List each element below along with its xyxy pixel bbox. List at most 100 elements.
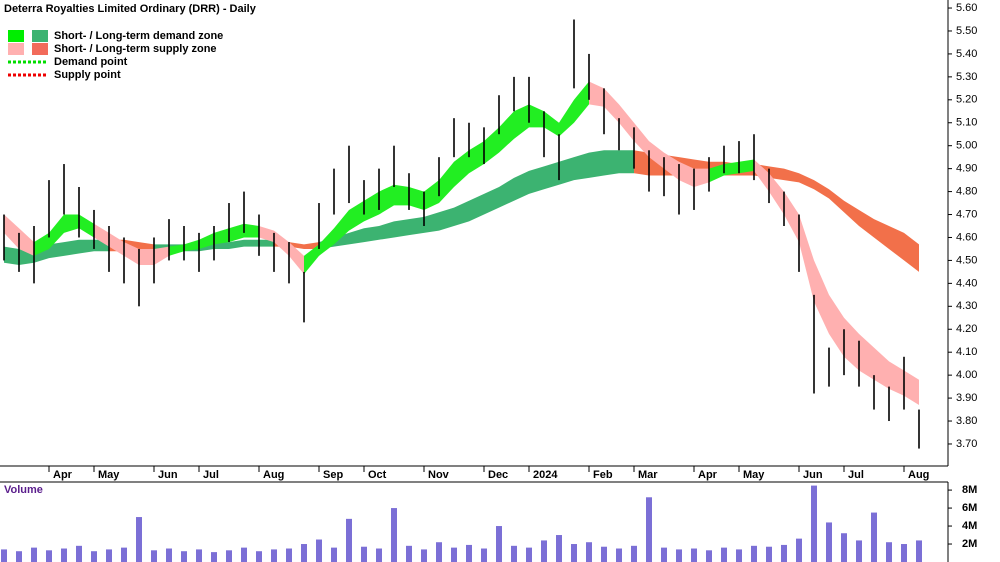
x-tick-label: Aug bbox=[908, 469, 929, 481]
volume-bar bbox=[496, 526, 502, 562]
volume-bar bbox=[301, 544, 307, 562]
chart-title: Deterra Royalties Limited Ordinary (DRR)… bbox=[4, 3, 257, 15]
volume-bar bbox=[541, 540, 547, 562]
volume-bar bbox=[91, 551, 97, 562]
volume-bar bbox=[361, 546, 367, 562]
y-tick-label: 4.10 bbox=[956, 346, 977, 358]
volume-bar bbox=[1, 549, 7, 562]
y-tick-label: 3.90 bbox=[956, 392, 977, 404]
y-tick-label: 4.50 bbox=[956, 254, 977, 266]
volume-bar bbox=[736, 549, 742, 562]
y-tick-label: 5.20 bbox=[956, 94, 977, 106]
volume-bar bbox=[61, 548, 67, 562]
volume-bar bbox=[406, 545, 412, 562]
x-tick-label: Jun bbox=[158, 469, 178, 481]
volume-bar bbox=[451, 547, 457, 562]
volume-bar bbox=[706, 550, 712, 562]
legend-swatch bbox=[8, 43, 24, 55]
x-tick-label: Jul bbox=[203, 469, 219, 481]
volume-bar bbox=[391, 508, 397, 562]
volume-bar bbox=[511, 545, 517, 562]
volume-bar bbox=[841, 533, 847, 562]
volume-bar bbox=[466, 544, 472, 562]
volume-bar bbox=[781, 544, 787, 562]
volume-bar bbox=[196, 549, 202, 562]
y-tick-label: 4.70 bbox=[956, 208, 977, 220]
y-tick-label: 5.00 bbox=[956, 140, 977, 152]
legend-swatch bbox=[32, 43, 48, 55]
legend-label: Short- / Long-term supply zone bbox=[54, 43, 217, 55]
volume-bar bbox=[211, 552, 217, 562]
volume-bar bbox=[331, 547, 337, 562]
volume-bar bbox=[631, 545, 637, 562]
volume-bar bbox=[166, 548, 172, 562]
volume-bar bbox=[271, 549, 277, 562]
volume-bar bbox=[676, 549, 682, 562]
volume-bar bbox=[766, 546, 772, 562]
volume-bar bbox=[871, 512, 877, 562]
legend-swatch bbox=[32, 30, 48, 42]
volume-bar bbox=[526, 547, 532, 562]
volume-bar bbox=[616, 548, 622, 562]
legend-label: Supply point bbox=[54, 69, 121, 81]
volume-bar bbox=[916, 540, 922, 562]
volume-bar bbox=[31, 547, 37, 562]
volume-bars bbox=[1, 485, 922, 562]
x-tick-label: Oct bbox=[368, 469, 387, 481]
volume-bar bbox=[601, 546, 607, 562]
y-tick-label: 2M bbox=[962, 538, 977, 550]
volume-bar bbox=[241, 547, 247, 562]
y-tick-label: 6M bbox=[962, 502, 977, 514]
volume-title: Volume bbox=[4, 484, 43, 496]
x-tick-label: May bbox=[98, 469, 120, 481]
volume-bar bbox=[826, 522, 832, 562]
legend-label: Short- / Long-term demand zone bbox=[54, 30, 223, 42]
volume-bar bbox=[376, 548, 382, 562]
x-tick-label: Feb bbox=[593, 469, 613, 481]
volume-bar bbox=[286, 548, 292, 562]
x-tick-label: Jul bbox=[848, 469, 864, 481]
volume-bar bbox=[106, 549, 112, 562]
x-tick-label: Jun bbox=[803, 469, 823, 481]
volume-bar bbox=[421, 549, 427, 562]
x-tick-label: 2024 bbox=[533, 469, 558, 481]
volume-bar bbox=[436, 542, 442, 562]
y-tick-label: 5.40 bbox=[956, 48, 977, 60]
y-tick-label: 3.80 bbox=[956, 415, 977, 427]
y-tick-label: 5.60 bbox=[956, 2, 977, 14]
y-tick-label: 8M bbox=[962, 484, 977, 496]
axes: 3.70 3.80 3.90 4.00 4.10 4.20 4.30 4.40 4.50 4.60… bbox=[48, 2, 977, 550]
volume-bar bbox=[571, 544, 577, 562]
volume-bar bbox=[586, 542, 592, 562]
volume-bar bbox=[646, 497, 652, 562]
legend-label: Demand point bbox=[54, 56, 128, 68]
price-bars bbox=[3, 19, 920, 449]
volume-bar bbox=[46, 550, 52, 562]
x-tick-label: Apr bbox=[53, 469, 73, 481]
volume-bar bbox=[811, 485, 817, 562]
y-tick-label: 3.70 bbox=[956, 438, 977, 450]
y-tick-label: 4.40 bbox=[956, 277, 977, 289]
volume-bar bbox=[256, 551, 262, 562]
y-tick-label: 4.90 bbox=[956, 163, 977, 175]
volume-bar bbox=[481, 548, 487, 562]
x-tick-label: May bbox=[743, 469, 765, 481]
volume-bar bbox=[181, 551, 187, 562]
volume-bar bbox=[796, 538, 802, 562]
y-tick-label: 4.80 bbox=[956, 185, 977, 197]
x-tick-label: Aug bbox=[263, 469, 284, 481]
volume-bar bbox=[16, 551, 22, 562]
legend-swatch bbox=[8, 30, 24, 42]
volume-bar bbox=[751, 545, 757, 562]
x-tick-label: Sep bbox=[323, 469, 343, 481]
x-tick-label: Nov bbox=[428, 469, 450, 481]
y-tick-label: 5.10 bbox=[956, 117, 977, 129]
volume-bar bbox=[721, 547, 727, 562]
volume-bar bbox=[661, 547, 667, 562]
volume-bar bbox=[856, 540, 862, 562]
volume-bar bbox=[76, 545, 82, 562]
y-tick-label: 4M bbox=[962, 520, 977, 532]
volume-bar bbox=[121, 547, 127, 562]
volume-bar bbox=[886, 542, 892, 562]
